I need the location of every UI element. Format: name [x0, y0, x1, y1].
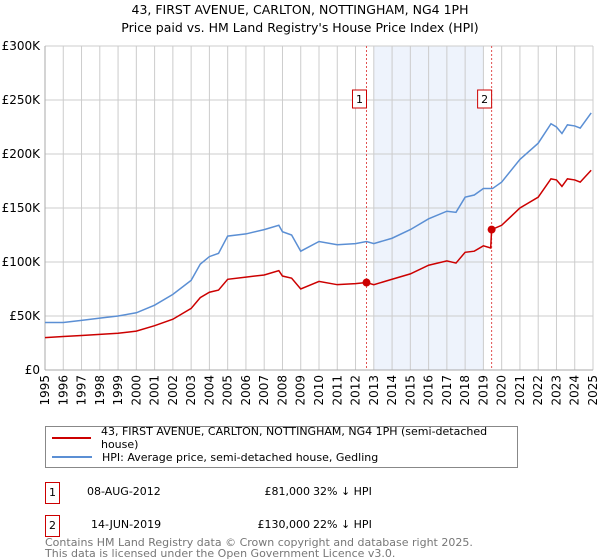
y-tick-label: £0 [25, 363, 40, 377]
x-tick-label: 2025 [586, 375, 600, 406]
x-tick-label: 2023 [549, 375, 563, 406]
chart-title: 43, FIRST AVENUE, CARLTON, NOTTINGHAM, N… [131, 2, 469, 17]
annotation-label: 2 [481, 93, 488, 106]
y-tick-label: £50K [9, 309, 41, 323]
transaction-badge: 1 [45, 482, 60, 504]
x-tick-label: 2003 [184, 375, 198, 406]
legend-line-blue [52, 456, 92, 458]
x-tick-label: 2007 [257, 375, 271, 406]
transaction-hpi: 22% ↓ HPI [313, 518, 372, 531]
x-tick-label: 1996 [56, 375, 70, 406]
x-tick-label: 2005 [221, 375, 235, 406]
legend-line-red [52, 437, 91, 439]
legend-label: HPI: Average price, semi-detached house,… [102, 450, 379, 464]
sale-point [362, 278, 371, 287]
legend-item-property: 43, FIRST AVENUE, CARLTON, NOTTINGHAM, N… [52, 425, 517, 451]
y-tick-label: £300K [2, 39, 42, 53]
series-line [45, 112, 592, 324]
x-tick-label: 2022 [531, 375, 545, 406]
price-chart: 1995 1996 1997 1998 1999 2000 2001 2002 2003 2004… [2, 39, 600, 406]
x-tick-label: 2011 [330, 375, 344, 406]
x-tick-label: 1999 [111, 375, 125, 406]
y-tick-label: £150K [2, 201, 42, 215]
x-tick-label: 2019 [476, 375, 490, 406]
footer-licence: This data is licensed under the Open Gov… [45, 547, 396, 560]
x-tick-label: 1998 [93, 375, 107, 406]
legend: 43, FIRST AVENUE, CARLTON, NOTTINGHAM, N… [45, 425, 518, 468]
x-tick-label: 2006 [239, 375, 253, 406]
annotation-box [351, 89, 367, 109]
x-tick-label: 2009 [294, 375, 308, 406]
annotation-box [477, 89, 493, 109]
x-tick-label: 2024 [568, 375, 582, 406]
transaction-price: £130,000 [257, 518, 311, 531]
transaction-date: 14-JUN-2019 [91, 518, 162, 531]
footer-copyright: Contains HM Land Registry data © Crown c… [45, 536, 473, 549]
transaction-date: 08-AUG-2012 [87, 485, 161, 498]
x-tick-label: 2001 [148, 375, 162, 406]
sale-point [487, 225, 496, 234]
x-tick-label: 2014 [385, 375, 399, 406]
x-tick-label: 2000 [129, 375, 143, 406]
transaction-hpi: 32% ↓ HPI [313, 485, 372, 498]
transaction-price: £81,000 [264, 485, 311, 498]
legend-item-hpi: HPI: Average price, semi-detached house,… [52, 448, 378, 466]
x-tick-label: 2012 [349, 375, 363, 406]
transaction-badge: 2 [45, 515, 60, 537]
chart-subtitle: Price paid vs. HM Land Registry's House … [121, 20, 479, 35]
y-tick-label: £200K [2, 147, 42, 161]
x-tick-label: 2010 [312, 375, 326, 406]
x-tick-label: 2015 [403, 375, 417, 406]
x-tick-label: 2017 [440, 375, 454, 406]
x-tick-label: 2016 [422, 375, 436, 406]
x-tick-label: 2021 [513, 375, 527, 406]
x-tick-label: 1997 [75, 375, 89, 406]
x-tick-label: 2013 [367, 375, 381, 406]
annotation-label: 1 [356, 93, 363, 106]
x-tick-label: 2018 [458, 375, 472, 406]
x-tick-label: 2008 [275, 375, 289, 406]
legend-label: 43, FIRST AVENUE, CARLTON, NOTTINGHAM, N… [100, 425, 488, 451]
y-tick-label: £100K [2, 255, 42, 269]
x-tick-label: 2002 [166, 375, 180, 406]
x-tick-label: 1995 [38, 375, 52, 406]
y-tick-label: £250K [2, 93, 42, 107]
x-tick-label: 2020 [495, 375, 509, 406]
x-tick-label: 2004 [202, 375, 216, 406]
series-line [44, 169, 592, 339]
